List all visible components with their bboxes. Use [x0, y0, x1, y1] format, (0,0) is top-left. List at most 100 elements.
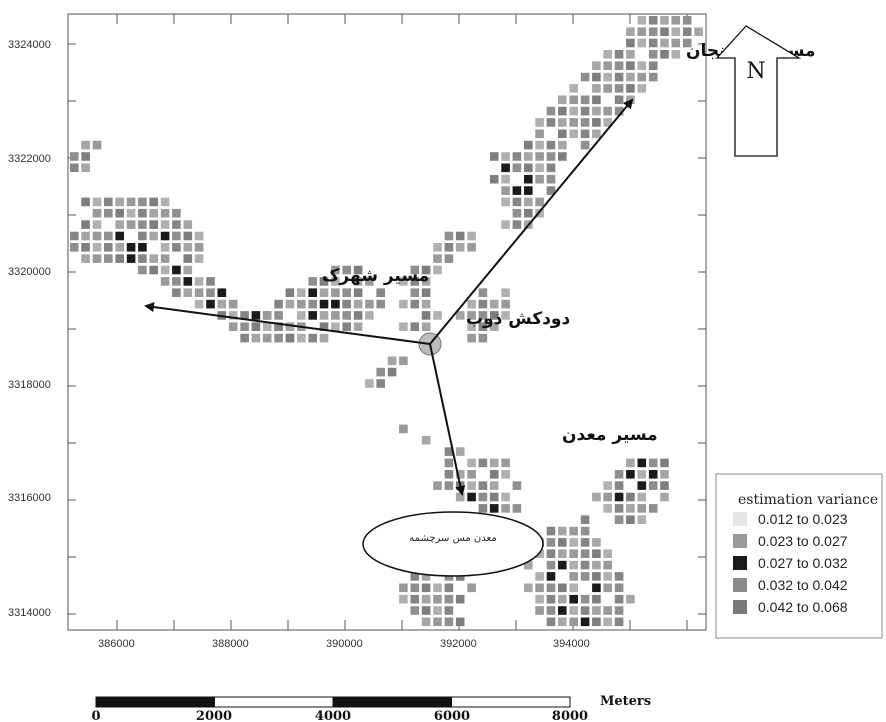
grid-cell	[467, 481, 476, 490]
grid-cell	[580, 72, 590, 82]
grid-cell	[274, 333, 283, 343]
x-tick-label: 392000	[440, 638, 477, 650]
grid-cell	[501, 299, 510, 309]
grid-cell	[489, 470, 499, 479]
grid-cell	[206, 288, 215, 297]
grid-cell	[160, 197, 170, 207]
grid-cell	[637, 61, 647, 70]
grid-cell	[546, 594, 556, 604]
grid-cell	[342, 322, 351, 331]
grid-cell	[410, 572, 420, 581]
grid-cell	[580, 549, 590, 558]
frame-ticks	[68, 14, 706, 630]
grid-cell	[569, 95, 578, 105]
grid-cell	[228, 322, 238, 331]
grid-cell	[592, 538, 601, 547]
grid-cell	[546, 526, 556, 536]
grid-cell	[614, 594, 624, 604]
grid-cell	[489, 492, 499, 502]
grid-cell	[501, 152, 510, 161]
grid-cell	[603, 118, 612, 127]
grid-cell	[614, 72, 624, 82]
grid-cell	[512, 152, 522, 161]
grid-cell	[592, 560, 601, 570]
grid-cell	[444, 231, 454, 241]
grid-cell	[648, 38, 658, 48]
grid-cell	[535, 572, 544, 581]
scale-segment	[332, 696, 452, 708]
grid-cell	[433, 311, 442, 320]
route-arrow-shahrak	[144, 302, 431, 345]
grid-cell	[592, 572, 601, 581]
grid-cell	[104, 208, 113, 218]
grid-cell	[535, 197, 544, 207]
grid-cell	[160, 277, 170, 286]
grid-cell	[433, 583, 442, 593]
legend-swatch	[733, 600, 747, 614]
grid-cell	[546, 106, 556, 116]
grid-cell	[342, 299, 351, 309]
grid-cell	[648, 16, 658, 25]
grid-cell	[569, 118, 578, 127]
grid-cell	[115, 197, 124, 207]
grid-cell	[399, 322, 408, 331]
grid-cell	[592, 492, 601, 502]
grid-cell	[115, 254, 124, 263]
grid-cell	[501, 197, 510, 207]
grid-cell	[603, 106, 612, 116]
grid-cell	[489, 322, 499, 331]
grid-cell	[592, 72, 601, 82]
grid-cell	[580, 106, 590, 116]
grid-cell	[70, 152, 79, 161]
grid-cell	[535, 118, 544, 127]
grid-cell	[183, 265, 193, 275]
grid-cell	[580, 617, 590, 627]
grid-cell	[648, 50, 658, 59]
grid-cell	[660, 481, 669, 490]
grid-cell	[614, 61, 624, 70]
grid-cell	[444, 583, 454, 593]
grid-cell	[138, 254, 147, 263]
grid-cell	[512, 220, 522, 229]
grid-cell	[626, 470, 635, 479]
grid-cell	[546, 560, 556, 570]
grid-cell	[614, 84, 624, 93]
grid-cell	[580, 140, 590, 150]
grid-cell	[467, 311, 476, 320]
grid-cell	[365, 379, 374, 388]
grid-cell	[92, 140, 102, 150]
grid-cell	[614, 470, 624, 479]
y-tick-label: 3314000	[8, 607, 51, 619]
grid-cell	[614, 572, 624, 581]
grid-cell	[467, 231, 476, 241]
grid-cell	[558, 118, 567, 127]
grid-cell	[126, 220, 136, 229]
scale-segment	[214, 696, 334, 708]
grid-cell	[558, 617, 567, 627]
grid-cell	[501, 311, 510, 320]
grid-cell	[319, 333, 329, 343]
scale-tick-label: 6000	[434, 709, 470, 722]
grid-cell	[149, 254, 158, 263]
grid-cell	[172, 243, 181, 252]
legend-title: estimation variance	[738, 492, 878, 508]
grid-cell	[603, 504, 612, 513]
grid-cell	[262, 322, 272, 331]
grid-cell	[546, 152, 556, 161]
grid-cell	[569, 106, 578, 116]
grid-cell	[603, 84, 612, 93]
grid-cell	[546, 118, 556, 127]
grid-cell	[614, 492, 624, 502]
grid-cell	[70, 243, 79, 252]
grid-cell	[489, 152, 499, 161]
grid-cell	[444, 458, 454, 468]
legend-swatch	[733, 578, 747, 592]
grid-cell	[455, 470, 465, 479]
grid-cell	[342, 311, 351, 320]
legend-label: 0.042 to 0.068	[758, 599, 848, 615]
grid-cell	[626, 72, 635, 82]
grid-cell	[376, 379, 385, 388]
grid-cell	[478, 299, 488, 309]
grid-cell	[353, 322, 363, 331]
grid-cell	[319, 322, 329, 331]
